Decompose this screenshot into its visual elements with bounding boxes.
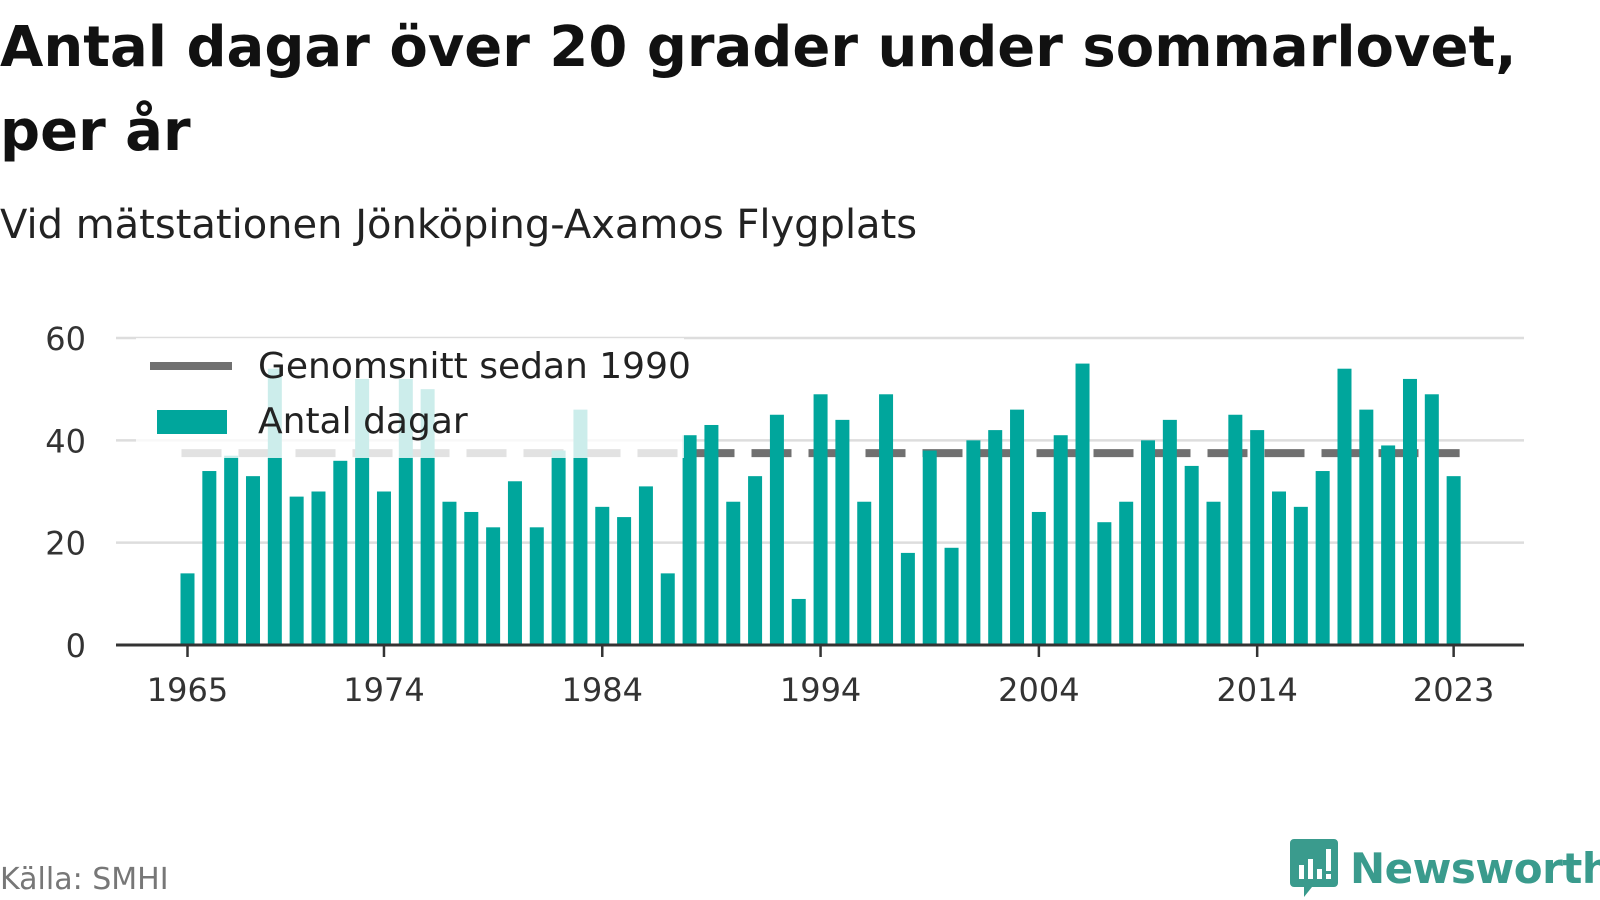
- bar-1990: [726, 501, 741, 645]
- legend-background: [136, 338, 684, 458]
- y-tick-label: 60: [45, 320, 86, 358]
- y-tick-label: 20: [45, 525, 86, 563]
- bar-2017: [1315, 471, 1330, 645]
- bar-1994: [813, 394, 828, 645]
- x-tick-label: 1994: [780, 671, 861, 709]
- bar-2022: [1424, 394, 1439, 645]
- axes: 0 20 40 60 1965 1974 1984 1994 2004 2014 2023: [45, 320, 1524, 709]
- legend: Genomsnitt sedan 1990 Antal dagar: [136, 338, 691, 458]
- bar-1966: [202, 471, 217, 645]
- bar-2009: [1141, 440, 1156, 645]
- bar-2014: [1250, 430, 1265, 645]
- bar-1991: [748, 476, 763, 645]
- legend-label-bars: Antal dagar: [258, 401, 468, 442]
- bar-2011: [1184, 465, 1199, 645]
- bar-2004: [1031, 511, 1046, 645]
- bar-1978: [464, 511, 479, 645]
- bar-1988: [682, 435, 697, 645]
- x-tick-label: 1984: [562, 671, 643, 709]
- x-tick-label: 2014: [1216, 671, 1297, 709]
- brand-logo: Newsworthy: [1290, 838, 1600, 898]
- bar-2018: [1337, 368, 1352, 645]
- bar-2005: [1053, 435, 1068, 645]
- bar-1982: [551, 450, 566, 645]
- bar-1984: [595, 506, 610, 645]
- bar-1995: [835, 419, 850, 645]
- bar-1993: [791, 598, 806, 645]
- bar-1977: [442, 501, 457, 645]
- bar-2006: [1075, 363, 1090, 645]
- bar-1965: [180, 573, 195, 645]
- x-tick-label: 1974: [343, 671, 424, 709]
- source-note: Källa: SMHI: [0, 862, 169, 897]
- bar-2023: [1446, 476, 1461, 645]
- bar-1979: [486, 527, 501, 645]
- bar-1998: [900, 552, 915, 645]
- bar-1968: [245, 476, 260, 645]
- bar-1983: [573, 409, 588, 645]
- bar-2007: [1097, 522, 1112, 645]
- bar-2003: [1010, 409, 1025, 645]
- legend-label-average: Genomsnitt sedan 1990: [258, 346, 691, 387]
- y-tick-label: 0: [66, 627, 86, 665]
- bar-1972: [333, 460, 348, 645]
- bar-1986: [638, 486, 653, 645]
- x-tick-label: 2023: [1413, 671, 1494, 709]
- chart-title: Antal dagar över 20 grader under sommarl…: [0, 15, 1517, 164]
- bar-1981: [529, 527, 544, 645]
- bar-1980: [507, 481, 522, 645]
- bar-2021: [1402, 378, 1417, 645]
- bar-2020: [1381, 445, 1396, 645]
- bar-2001: [966, 440, 981, 645]
- x-tick-label: 1965: [147, 671, 228, 709]
- bar-2016: [1293, 506, 1308, 645]
- bar-2019: [1359, 409, 1374, 645]
- newsworthy-logo-icon: [1290, 839, 1338, 897]
- bar-1985: [617, 517, 632, 645]
- x-tick-label: 2004: [998, 671, 1079, 709]
- bar-1996: [857, 501, 872, 645]
- bar-1967: [224, 455, 239, 645]
- bar-chart: Genomsnitt sedan 1990 Antal dagar 0 20 40 60…: [45, 320, 1524, 709]
- bar-2002: [988, 430, 1003, 645]
- bar-1989: [704, 424, 719, 645]
- y-tick-label: 40: [45, 422, 86, 460]
- bar-1997: [879, 394, 894, 645]
- brand-name: Newsworthy: [1350, 843, 1600, 893]
- bar-2010: [1162, 419, 1177, 645]
- bar-1987: [660, 573, 675, 645]
- bar-2008: [1119, 501, 1134, 645]
- bar-1999: [922, 450, 937, 645]
- bar-1974: [376, 491, 391, 645]
- bar-1992: [769, 414, 784, 645]
- bar-2012: [1206, 501, 1221, 645]
- bar-2013: [1228, 414, 1243, 645]
- bar-2015: [1272, 491, 1286, 645]
- bar-1971: [311, 491, 326, 645]
- legend-swatch-bars: [157, 410, 227, 434]
- bar-1970: [289, 496, 304, 645]
- chart-subtitle: Vid mätstationen Jönköping-Axamos Flygpl…: [0, 202, 918, 248]
- bar-2000: [944, 547, 959, 645]
